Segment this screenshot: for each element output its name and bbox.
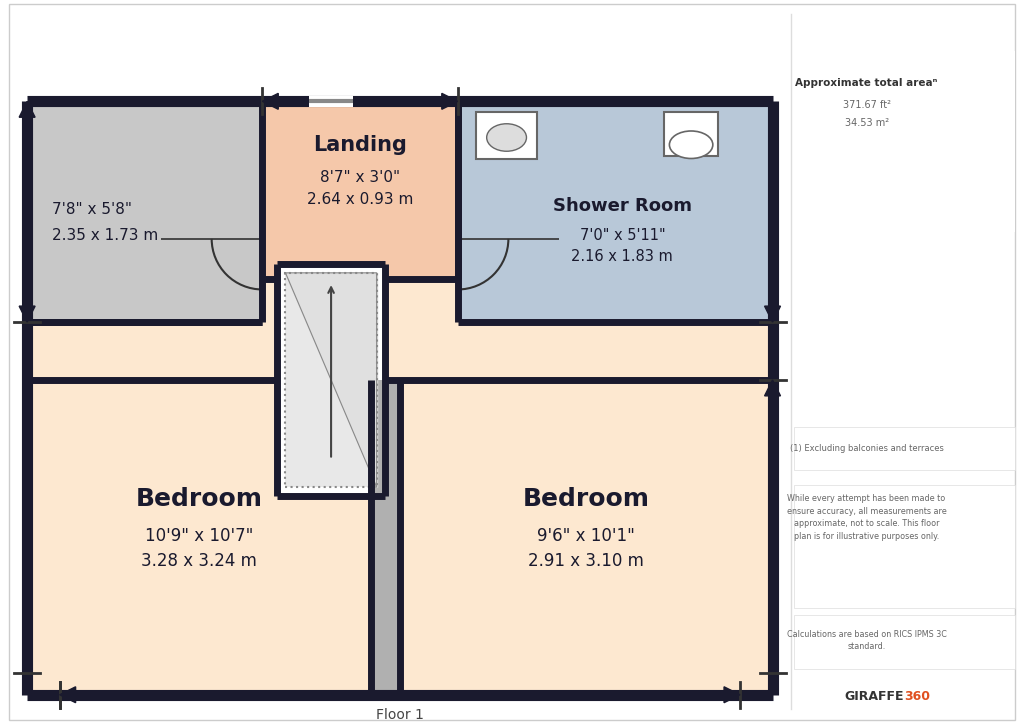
- Text: 360: 360: [904, 690, 930, 703]
- Text: Calculations are based on RICS IPMS 3C
standard.: Calculations are based on RICS IPMS 3C s…: [786, 630, 946, 651]
- Polygon shape: [19, 101, 35, 117]
- Bar: [795, 615, 1015, 670]
- Text: 2.16 x 1.83 m: 2.16 x 1.83 m: [571, 249, 673, 264]
- Text: 3.28 x 3.24 m: 3.28 x 3.24 m: [141, 552, 257, 570]
- Text: Floor 1: Floor 1: [376, 708, 424, 722]
- Polygon shape: [441, 93, 458, 109]
- Text: 7'8" x 5'8": 7'8" x 5'8": [52, 203, 132, 217]
- Text: Approximate total areaⁿ: Approximate total areaⁿ: [796, 78, 938, 88]
- Bar: [795, 485, 1015, 608]
- Ellipse shape: [670, 131, 713, 159]
- Text: While every attempt has been made to
ensure accuracy, all measurements are
appro: While every attempt has been made to ens…: [786, 494, 946, 541]
- Polygon shape: [724, 687, 740, 703]
- Polygon shape: [59, 687, 76, 703]
- Text: 2.35 x 1.73 m: 2.35 x 1.73 m: [52, 228, 159, 243]
- Bar: [476, 112, 538, 159]
- Ellipse shape: [486, 124, 526, 151]
- Text: 34.53 m²: 34.53 m²: [845, 118, 889, 128]
- Bar: [371, 380, 399, 695]
- Bar: [795, 427, 1015, 471]
- Polygon shape: [765, 306, 780, 322]
- Polygon shape: [286, 273, 377, 487]
- Text: 8'7" x 3'0": 8'7" x 3'0": [319, 170, 400, 185]
- Bar: [309, 96, 353, 107]
- Text: GIRAFFE: GIRAFFE: [845, 690, 904, 703]
- Bar: [27, 101, 772, 695]
- Bar: [286, 273, 377, 487]
- Text: 2.64 x 0.93 m: 2.64 x 0.93 m: [307, 192, 414, 206]
- Bar: [664, 112, 718, 156]
- Text: Landing: Landing: [313, 135, 407, 155]
- Bar: [795, 51, 1015, 232]
- Bar: [276, 264, 385, 496]
- Bar: [262, 101, 458, 279]
- Text: Shower Room: Shower Room: [553, 197, 692, 215]
- Text: (1) Excluding balconies and terraces: (1) Excluding balconies and terraces: [790, 445, 943, 453]
- Polygon shape: [19, 306, 35, 322]
- Polygon shape: [262, 93, 279, 109]
- Text: Bedroom: Bedroom: [135, 487, 262, 511]
- Polygon shape: [765, 380, 780, 396]
- Bar: [458, 101, 772, 322]
- Text: 2.91 x 3.10 m: 2.91 x 3.10 m: [528, 552, 644, 570]
- Bar: [27, 101, 262, 322]
- Text: 9'6" x 10'1": 9'6" x 10'1": [538, 526, 635, 544]
- Text: 371.67 ft²: 371.67 ft²: [843, 100, 891, 110]
- Text: 10'9" x 10'7": 10'9" x 10'7": [144, 526, 253, 544]
- Text: Bedroom: Bedroom: [522, 487, 649, 511]
- Bar: [286, 273, 377, 487]
- Text: 7'0" x 5'11": 7'0" x 5'11": [580, 228, 666, 243]
